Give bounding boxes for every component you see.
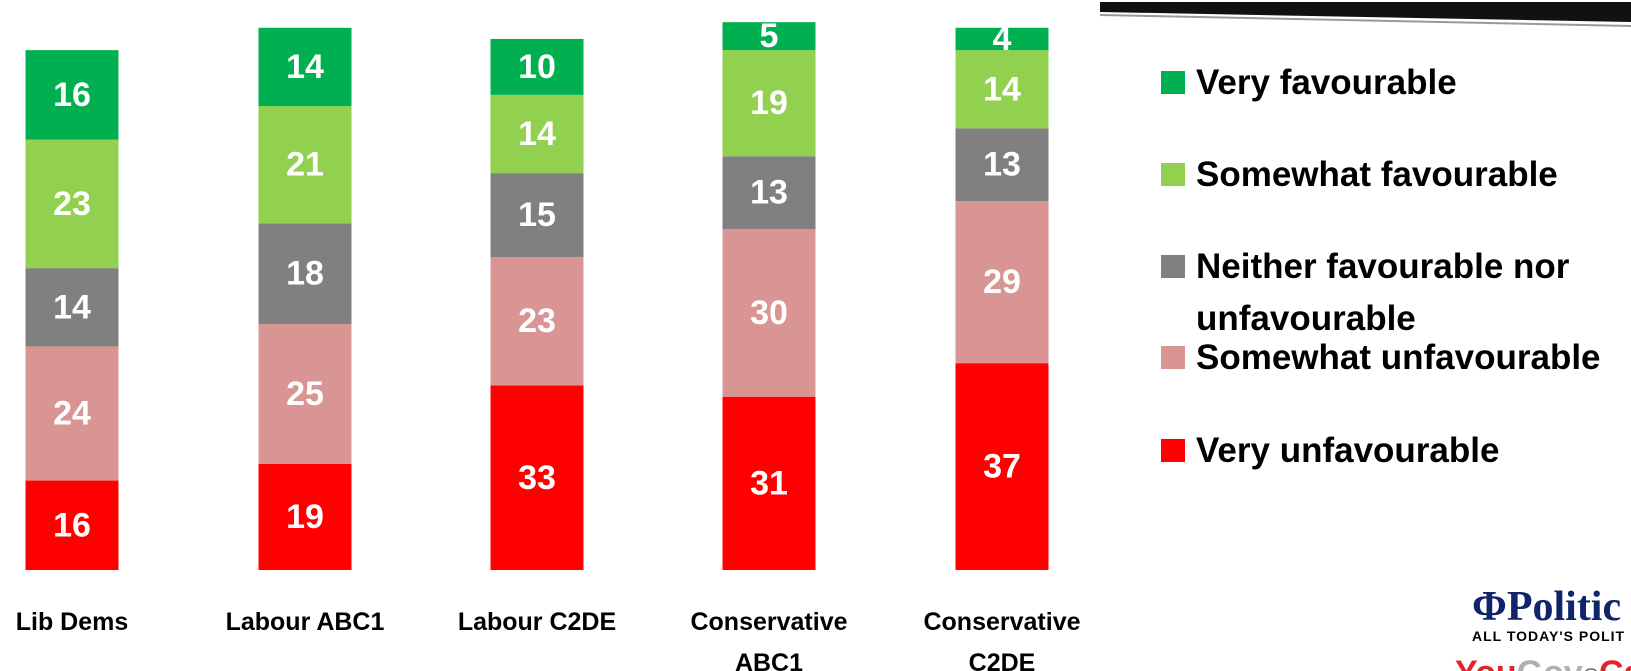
data-label: 33	[518, 459, 556, 497]
data-label: 19	[286, 498, 324, 536]
data-label: 30	[750, 294, 788, 332]
politics-logo-word: Politic	[1507, 584, 1621, 630]
data-label: 21	[286, 146, 324, 184]
yougov-logo-text: YouGov®Ca	[1455, 654, 1631, 671]
legend-swatch	[1161, 346, 1185, 369]
data-label: 14	[518, 115, 556, 153]
bar-segment	[955, 50, 1049, 129]
data-label: 16	[53, 76, 91, 114]
category-label: ABC1	[735, 649, 803, 671]
politics-logo-tagline: ALL TODAY'S POLIT	[1472, 628, 1625, 644]
bar-segment	[490, 38, 584, 95]
data-label: 29	[983, 263, 1021, 301]
bar-segment	[955, 363, 1049, 570]
data-label: 14	[286, 48, 324, 86]
data-label: 15	[518, 196, 556, 234]
yougov-logo-at: ®	[1583, 664, 1599, 671]
yougov-logo-ca: Ca	[1599, 654, 1631, 671]
legend-swatch	[1161, 163, 1185, 186]
politics-home-logo: ΦPolitic ALL TODAY'S POLIT	[1472, 584, 1625, 644]
legend-swatch	[1161, 255, 1185, 278]
legend-label: unfavourable	[1196, 299, 1416, 338]
politics-logo-text: ΦPolitic	[1472, 584, 1621, 630]
data-label: 18	[286, 255, 324, 293]
legend-label: Somewhat favourable	[1196, 155, 1558, 194]
data-label: 37	[983, 448, 1021, 486]
data-label: 13	[750, 174, 788, 212]
data-label: 4	[993, 20, 1012, 58]
legend: Very favourable Somewhat favourable Neithe…	[1161, 63, 1601, 470]
bar-segment	[955, 201, 1049, 364]
politics-logo-symbol: Φ	[1472, 584, 1507, 630]
legend-label: Very favourable	[1196, 63, 1457, 102]
data-label: 5	[760, 17, 779, 55]
data-label: 19	[750, 84, 788, 122]
bar-segment	[955, 27, 1049, 51]
data-label: 23	[518, 302, 556, 340]
category-label: Labour C2DE	[458, 608, 616, 636]
bar-segment	[258, 223, 352, 325]
bar-segment	[490, 385, 584, 570]
bar-segment	[955, 128, 1049, 202]
legend-label: Neither favourable nor	[1196, 247, 1570, 286]
bar-segment	[258, 106, 352, 224]
data-label: 14	[53, 288, 91, 326]
category-label: C2DE	[969, 649, 1036, 671]
data-label: 14	[983, 70, 1021, 108]
data-label: 31	[750, 464, 788, 502]
legend-swatch	[1161, 71, 1185, 94]
bar-segment	[722, 156, 816, 230]
yougov-logo-gov: Gov	[1517, 654, 1583, 671]
bar-segment	[25, 139, 119, 269]
data-label: 10	[518, 48, 556, 86]
bar-segment	[258, 27, 352, 107]
data-label: 23	[53, 185, 91, 223]
data-label: 13	[983, 146, 1021, 184]
bar-segment	[25, 480, 119, 570]
legend-label: Somewhat unfavourable	[1196, 338, 1601, 377]
bar-segment	[25, 268, 119, 347]
legend-label: Very unfavourable	[1196, 431, 1499, 470]
bar-segment	[722, 22, 816, 51]
bar-segment	[490, 94, 584, 174]
data-label: 16	[53, 506, 91, 544]
yougov-cambridge-logo: YouGov®Ca	[1455, 654, 1631, 671]
yougov-logo-you: You	[1455, 654, 1517, 671]
legend-swatch	[1161, 439, 1185, 462]
bars-layer: 16 24 14 23 16 19 25 18 21 14 33 23 15 14 10 31 30 13 19 5 3…	[25, 17, 1049, 570]
data-label: 24	[53, 394, 91, 432]
bar-segment	[258, 463, 352, 570]
decorative-stripe-shadow	[1099, 14, 1631, 27]
bar-segment	[490, 173, 584, 257]
bar-segment	[25, 346, 119, 481]
bar-segment	[25, 50, 119, 140]
category-label: Conservative	[923, 608, 1080, 636]
bar-segment	[722, 396, 816, 570]
bar-segment	[258, 324, 352, 464]
bar-segment	[722, 229, 816, 397]
category-labels: Lib Dems Labour ABC1 Labour C2DE Conservati…	[16, 608, 1081, 671]
decorative-stripe	[1100, 2, 1631, 22]
bar-segment	[722, 50, 816, 157]
bar-segment	[490, 256, 584, 386]
category-label: Lib Dems	[16, 608, 129, 636]
category-label: Labour ABC1	[226, 608, 385, 636]
category-label: Conservative	[690, 608, 847, 636]
data-label: 25	[286, 375, 324, 413]
